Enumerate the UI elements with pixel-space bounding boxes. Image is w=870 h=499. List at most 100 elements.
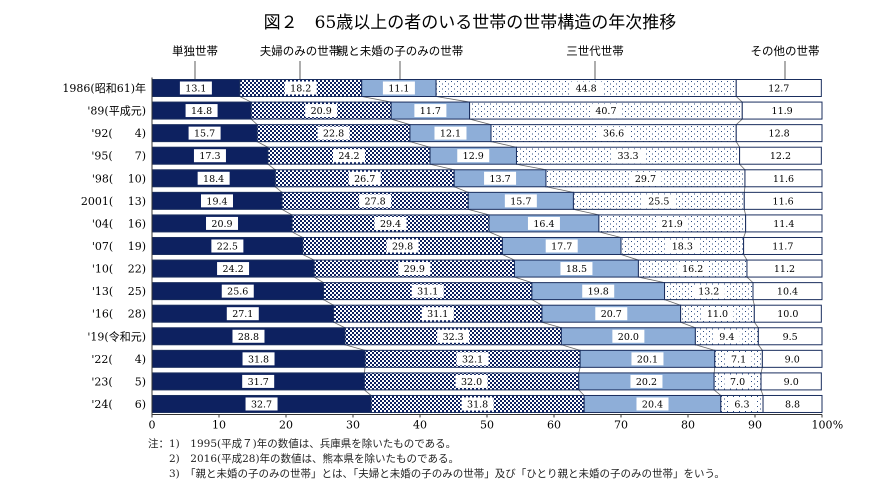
data-label: 9.0 [784, 377, 799, 388]
connector-line [257, 141, 269, 148]
data-label-box [666, 239, 699, 253]
data-label: 17.7 [551, 241, 572, 252]
data-label-box [724, 374, 751, 388]
data-label-box [206, 216, 239, 230]
row-label: '89(平成元) [87, 105, 146, 118]
connector-line [490, 141, 517, 148]
data-label: 9.0 [785, 354, 800, 365]
data-label-box [456, 352, 489, 366]
x-tick-label: 70 [614, 418, 628, 431]
data-label: 26.7 [354, 174, 375, 185]
data-label: 29.4 [380, 219, 401, 230]
x-tick-label: 40 [413, 418, 427, 431]
data-label-box [656, 216, 689, 230]
row-label: '07( 19) [92, 240, 146, 253]
data-label: 31.1 [417, 287, 438, 298]
data-label-box [317, 126, 350, 140]
legend-label: その他の世帯 [751, 44, 820, 58]
data-label: 29.7 [635, 174, 656, 185]
data-label-box [242, 352, 275, 366]
data-label-box [771, 307, 804, 321]
connector-line [514, 276, 533, 284]
x-tick-label: 90 [748, 418, 762, 431]
note-3: 3) 「親と未婚の子のみの世帯」とは、「夫婦と未婚の子のみの世帯」及び「ひとり親… [148, 468, 725, 480]
legend-label: 三世代世帯 [566, 44, 624, 58]
data-label-box [179, 81, 212, 95]
connector-line [735, 118, 743, 125]
data-label-box [457, 149, 490, 163]
row-label: '23( 5) [91, 375, 146, 388]
connector-line [664, 299, 681, 306]
data-label-box [582, 284, 615, 298]
connector-line [502, 254, 515, 261]
data-label-box [728, 397, 755, 411]
row-label: '22( 4) [91, 353, 146, 366]
data-label-box [612, 329, 645, 343]
data-label-box [771, 284, 804, 298]
data-label: 36.6 [603, 129, 624, 140]
connector-line [638, 276, 665, 284]
connector-line [746, 276, 754, 283]
data-label-box [434, 126, 467, 140]
data-label: 7.0 [730, 377, 745, 388]
data-label-box [595, 307, 628, 321]
data-label-box [768, 262, 801, 276]
data-label-box [762, 81, 795, 95]
data-label: 17.3 [199, 151, 220, 162]
data-label-box [374, 216, 407, 230]
data-label-box [725, 352, 752, 366]
data-label: 29.9 [404, 264, 425, 275]
data-label-box [461, 397, 494, 411]
connector-line [760, 389, 764, 396]
connector-line [578, 367, 581, 374]
row-label: '10( 22) [92, 263, 146, 276]
data-label-box [545, 239, 578, 253]
data-label: 11.7 [420, 106, 441, 117]
data-label-box [777, 329, 804, 343]
data-label-box [504, 194, 537, 208]
data-label: 15.7 [194, 129, 215, 140]
data-label: 16.4 [533, 219, 554, 230]
x-tick-label: 50 [480, 418, 494, 431]
connector-line [468, 208, 490, 216]
data-label: 32.7 [251, 399, 272, 410]
data-label-box [589, 104, 622, 118]
connector-line [267, 163, 276, 171]
row-label: '98( 10) [92, 172, 146, 185]
connector-line [250, 118, 258, 125]
connector-line [344, 344, 366, 351]
data-label: 21.9 [662, 219, 683, 230]
data-label: 11.1 [388, 84, 409, 95]
data-label-box [232, 329, 265, 343]
connector-line [302, 254, 315, 261]
x-tick-label: 60 [547, 418, 561, 431]
data-label: 14.8 [191, 106, 212, 117]
connector-line [739, 163, 746, 171]
data-label: 40.7 [595, 106, 616, 117]
x-tick-label: 10 [212, 418, 226, 431]
data-label-box [701, 307, 734, 321]
data-label-box [200, 194, 233, 208]
data-label: 19.4 [206, 196, 227, 207]
data-label-box [779, 352, 806, 366]
data-label: 18.3 [672, 241, 693, 252]
connector-line [743, 186, 746, 193]
legend-label: 単独世帯 [172, 44, 218, 58]
data-label-box [597, 126, 630, 140]
data-label: 11.6 [773, 174, 794, 185]
data-label-box [629, 171, 662, 185]
x-unit-label: % [833, 418, 843, 431]
row-label: '04( 16) [92, 217, 146, 230]
connector-line [488, 231, 503, 238]
data-label-box [197, 171, 230, 185]
data-label-box [570, 81, 603, 95]
connector-line [680, 321, 696, 329]
data-label-box [437, 329, 470, 343]
connector-line [531, 299, 543, 306]
connector-line [323, 299, 334, 306]
data-label: 20.7 [601, 309, 622, 320]
data-label: 28.8 [238, 332, 259, 343]
connector-line [620, 254, 639, 261]
data-label-box [713, 329, 740, 343]
